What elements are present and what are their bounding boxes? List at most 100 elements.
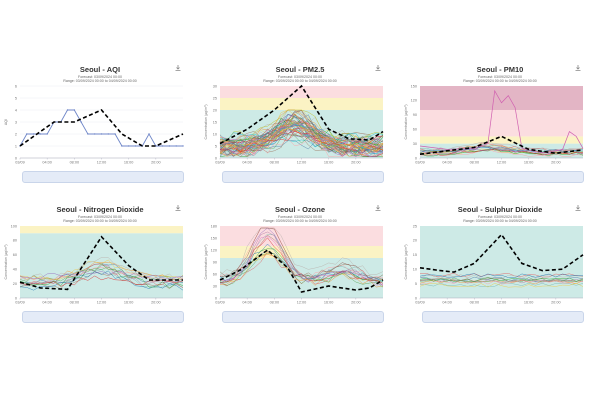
range-navigator[interactable] bbox=[422, 311, 584, 323]
chart-panel: Seoul - Ozone Forecast: 03/09/2024 00:00 R… bbox=[200, 200, 400, 340]
ensemble-series-line bbox=[419, 148, 584, 157]
ensemble-series-line bbox=[219, 113, 384, 154]
x-tick-label: 03/09 bbox=[215, 161, 225, 165]
ensemble-series-line bbox=[219, 122, 384, 157]
data-point bbox=[168, 145, 171, 147]
chart-subtitle-range: Range: 03/09/2024 00:00 to 04/09/2024 00… bbox=[263, 219, 337, 223]
y-tick-label: 60 bbox=[413, 128, 417, 132]
ensemble-series-line bbox=[219, 227, 384, 280]
x-tick-label: 16:00 bbox=[324, 161, 334, 165]
y-tick-label: 90 bbox=[213, 260, 217, 264]
x-tick-label: 03/09 bbox=[215, 301, 225, 305]
data-point bbox=[66, 109, 69, 111]
range-navigator[interactable] bbox=[222, 171, 384, 183]
chart-svg: 0 1 2 3 4 5 6 AQI 03/09 04:00 08:00 12:00 16:00 20:00 bbox=[4, 84, 184, 165]
y-tick-label: 120 bbox=[411, 99, 417, 103]
ensemble-series-line bbox=[219, 235, 384, 286]
data-point bbox=[148, 133, 150, 135]
x-tick-label: 04:00 bbox=[42, 161, 52, 165]
x-tick-label: 08:00 bbox=[70, 161, 80, 165]
range-navigator[interactable] bbox=[422, 171, 584, 183]
range-navigator[interactable] bbox=[222, 311, 384, 323]
data-point bbox=[39, 133, 42, 135]
chart-subtitle-range: Range: 03/09/2024 00:00 to 04/09/2024 00… bbox=[263, 79, 337, 83]
data-point bbox=[32, 133, 35, 135]
threshold-band bbox=[220, 98, 383, 110]
range-navigator[interactable] bbox=[22, 171, 184, 183]
ensemble-series-line bbox=[219, 110, 384, 151]
ensemble-series-line bbox=[219, 120, 384, 154]
chart-subtitle-forecast: Forecast: 03/09/2024 00:00 bbox=[278, 215, 322, 219]
chart-subtitle-range: Range: 03/09/2024 00:00 to 04/09/2024 00… bbox=[463, 79, 537, 83]
series-line-observed bbox=[19, 109, 183, 147]
y-tick-label: 6 bbox=[15, 84, 17, 88]
chart-subtitle-range: Range: 03/09/2024 00:00 to 04/09/2024 00… bbox=[63, 79, 137, 83]
threshold-band bbox=[420, 86, 583, 110]
y-tick-label: 100 bbox=[11, 224, 17, 228]
chart-subtitle-forecast: Forecast: 03/09/2024 00:00 bbox=[78, 215, 122, 219]
threshold-band bbox=[420, 226, 583, 298]
ensemble-series-line bbox=[219, 120, 384, 149]
x-tick-label: 12:00 bbox=[497, 301, 507, 305]
threshold-band bbox=[420, 136, 583, 144]
threshold-band bbox=[20, 226, 183, 234]
data-point bbox=[175, 145, 177, 147]
data-point bbox=[107, 133, 109, 135]
chart-title: Seoul - Nitrogen Dioxide bbox=[56, 205, 144, 214]
ensemble-series-line bbox=[19, 270, 184, 279]
ensemble-series-line bbox=[219, 113, 384, 146]
series-line-forecast bbox=[219, 84, 384, 145]
y-tick-label: 0 bbox=[215, 156, 217, 160]
chart-panel: Seoul - PM2.5 Forecast: 03/09/2024 00:00 R… bbox=[200, 60, 400, 200]
ensemble-series-line bbox=[219, 120, 384, 155]
y-axis-label: Concentration (µg/m³) bbox=[204, 244, 208, 279]
y-tick-label: 60 bbox=[13, 253, 17, 257]
x-tick-label: 16:00 bbox=[124, 301, 134, 305]
y-tick-label: 0 bbox=[15, 156, 17, 160]
y-tick-label: 5 bbox=[15, 96, 17, 100]
ensemble-series-line bbox=[419, 276, 584, 282]
ensemble-series-line bbox=[219, 120, 384, 151]
x-tick-label: 12:00 bbox=[297, 161, 307, 165]
chart-svg: 0 5 10 15 20 25 Concentration (µg/m³) 03/09 04:0… bbox=[404, 224, 584, 305]
chart-subtitle-forecast: Forecast: 03/09/2024 00:00 bbox=[478, 215, 522, 219]
x-tick-label: 08:00 bbox=[470, 161, 480, 165]
x-tick-label: 20:00 bbox=[551, 301, 561, 305]
y-tick-label: 2 bbox=[15, 132, 17, 136]
y-tick-label: 90 bbox=[413, 113, 417, 117]
y-tick-label: 20 bbox=[213, 108, 217, 112]
data-point bbox=[100, 133, 103, 135]
range-navigator[interactable] bbox=[22, 311, 184, 323]
ensemble-series-line bbox=[419, 282, 584, 288]
chart-svg: 0 20 40 60 80 100 Concentration (µg/m³) 03/09 04… bbox=[4, 224, 184, 305]
chart-subtitle-range: Range: 03/09/2024 00:00 to 04/09/2024 00… bbox=[463, 219, 537, 223]
y-tick-label: 3 bbox=[15, 120, 17, 124]
ensemble-series-line bbox=[419, 146, 584, 155]
x-tick-label: 03/09 bbox=[15, 161, 25, 165]
ensemble-series-line bbox=[219, 113, 384, 150]
y-tick-label: 30 bbox=[413, 142, 417, 146]
ensemble-series-line bbox=[219, 233, 384, 281]
x-tick-label: 08:00 bbox=[270, 161, 280, 165]
ensemble-series-line bbox=[219, 127, 384, 152]
x-tick-label: 20:00 bbox=[551, 161, 561, 165]
chart-subtitle-forecast: Forecast: 03/09/2024 00:00 bbox=[478, 75, 522, 79]
series-line-forecast bbox=[19, 109, 184, 147]
y-tick-label: 10 bbox=[213, 132, 217, 136]
ensemble-series-line bbox=[419, 282, 584, 287]
ensemble-series-line bbox=[219, 124, 384, 144]
x-tick-label: 03/09 bbox=[415, 301, 425, 305]
data-point bbox=[121, 145, 123, 147]
y-tick-label: 15 bbox=[213, 120, 217, 124]
data-point bbox=[182, 145, 184, 147]
ensemble-series-line bbox=[419, 280, 584, 285]
ensemble-series-line bbox=[419, 149, 584, 156]
series-line-forecast bbox=[219, 248, 384, 293]
y-tick-label: 0 bbox=[215, 296, 217, 300]
x-tick-label: 03/09 bbox=[415, 161, 425, 165]
x-tick-label: 04:00 bbox=[42, 301, 52, 305]
chart-title: Seoul - PM2.5 bbox=[275, 65, 325, 74]
y-tick-label: 0 bbox=[15, 296, 17, 300]
chart-subtitle-forecast: Forecast: 03/09/2024 00:00 bbox=[278, 75, 322, 79]
y-tick-label: 40 bbox=[13, 268, 17, 272]
